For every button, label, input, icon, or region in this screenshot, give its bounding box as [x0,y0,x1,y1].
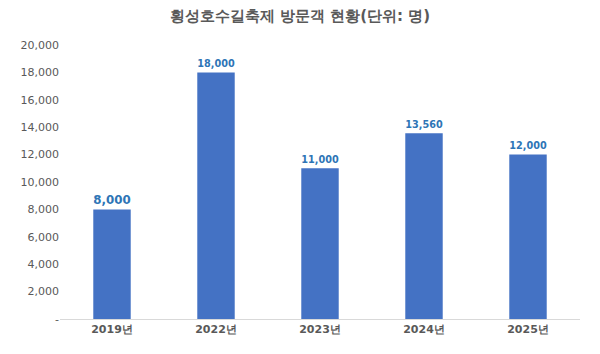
svg-text:12,000: 12,000 [21,148,60,161]
svg-text:4,000: 4,000 [28,258,60,271]
svg-text:11,000: 11,000 [301,154,339,165]
svg-text:6,000: 6,000 [28,231,60,244]
svg-text:-: - [55,313,59,326]
svg-text:2022년: 2022년 [195,323,237,336]
svg-text:2019년: 2019년 [91,323,133,336]
svg-text:8,000: 8,000 [93,193,130,207]
svg-text:20,000: 20,000 [21,39,60,52]
svg-text:8,000: 8,000 [28,203,60,216]
svg-text:18,000: 18,000 [197,58,235,69]
svg-text:13,560: 13,560 [405,119,443,130]
svg-text:횡성호수길축제 방문객 현황(단위: 명): 횡성호수길축제 방문객 현황(단위: 명) [170,7,430,25]
svg-text:10,000: 10,000 [21,176,60,189]
svg-text:14,000: 14,000 [21,121,60,134]
svg-text:18,000: 18,000 [21,66,60,79]
svg-text:2025년: 2025년 [507,323,549,336]
svg-text:2023년: 2023년 [299,323,341,336]
svg-text:12,000: 12,000 [509,140,547,151]
svg-text:2024년: 2024년 [403,323,445,336]
svg-text:16,000: 16,000 [21,94,60,107]
svg-text:2,000: 2,000 [28,285,60,298]
